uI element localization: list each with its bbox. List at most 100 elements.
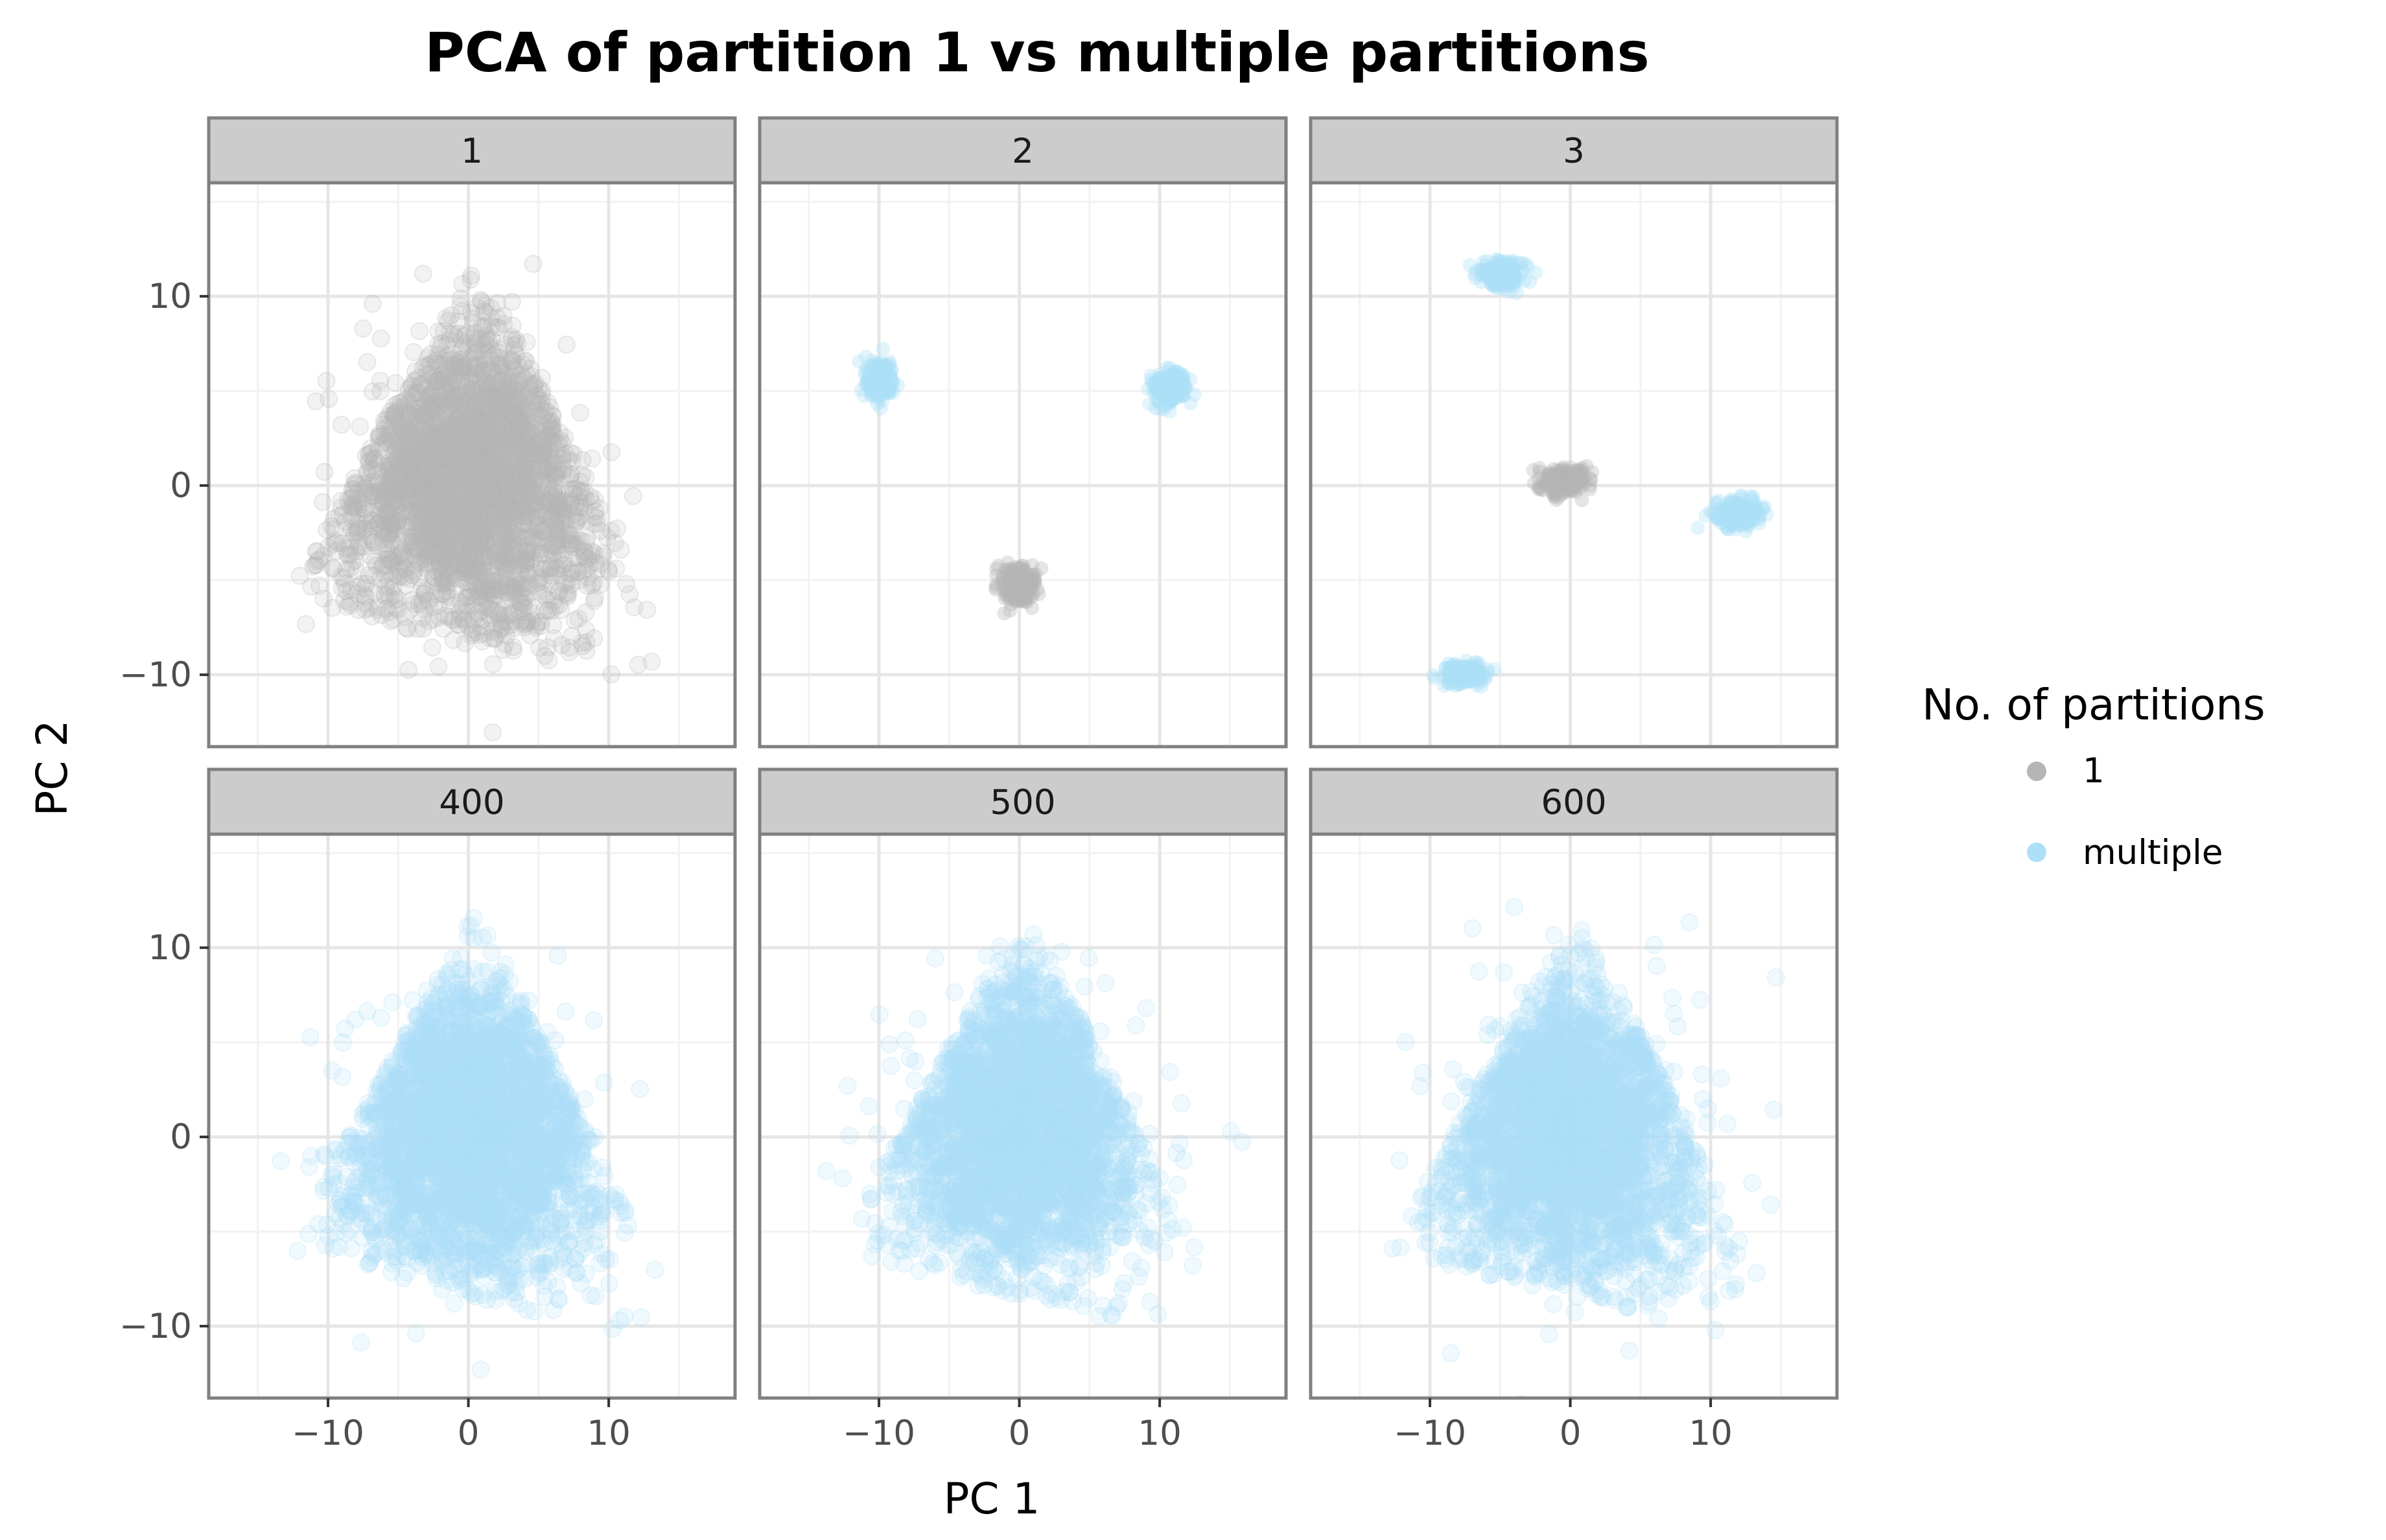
data-point xyxy=(421,498,440,517)
data-point xyxy=(440,436,459,455)
data-point xyxy=(542,419,561,438)
data-point xyxy=(328,533,347,552)
data-point xyxy=(523,469,542,487)
data-point xyxy=(468,570,487,589)
data-point xyxy=(357,588,375,607)
data-point xyxy=(435,557,454,576)
data-point xyxy=(420,421,439,439)
data-point xyxy=(537,465,556,484)
data-point xyxy=(439,531,458,550)
data-point xyxy=(493,389,512,408)
data-point xyxy=(369,501,388,520)
data-point xyxy=(345,475,364,494)
data-point xyxy=(552,513,570,531)
data-point xyxy=(519,443,538,461)
data-point xyxy=(425,461,444,480)
data-point xyxy=(373,529,392,548)
data-point xyxy=(502,578,521,597)
data-point xyxy=(507,458,526,477)
data-point xyxy=(459,513,478,532)
data-point xyxy=(390,442,409,461)
data-point xyxy=(474,505,493,524)
data-point xyxy=(465,471,484,489)
data-point xyxy=(425,598,443,616)
data-point xyxy=(460,438,478,456)
data-point xyxy=(429,479,448,498)
data-point xyxy=(454,555,473,574)
data-point xyxy=(453,275,472,294)
data-point xyxy=(371,570,390,589)
data-point xyxy=(423,516,441,535)
data-point xyxy=(532,455,551,474)
data-point xyxy=(432,508,450,526)
data-point xyxy=(332,415,351,434)
data-point xyxy=(385,406,404,425)
data-point xyxy=(594,547,613,566)
data-point xyxy=(544,481,563,500)
data-point xyxy=(577,621,596,640)
data-point xyxy=(424,568,443,587)
data-point xyxy=(419,512,438,531)
data-point xyxy=(498,576,517,594)
data-point xyxy=(370,427,389,446)
data-point xyxy=(433,503,452,522)
data-point xyxy=(498,467,517,485)
data-point xyxy=(419,357,438,376)
data-point xyxy=(348,484,367,502)
data-point xyxy=(486,542,505,561)
data-point xyxy=(504,476,523,495)
data-point xyxy=(469,517,487,536)
data-point xyxy=(469,497,488,516)
data-point xyxy=(540,566,559,585)
data-point xyxy=(469,410,487,428)
data-point xyxy=(474,434,493,452)
data-point xyxy=(382,467,401,486)
data-point xyxy=(368,473,387,492)
data-point xyxy=(490,432,509,450)
data-point xyxy=(446,452,465,471)
data-point xyxy=(375,557,393,576)
data-point xyxy=(475,463,494,482)
data-point xyxy=(487,571,506,590)
data-point xyxy=(539,651,558,670)
data-point xyxy=(574,493,592,512)
data-point xyxy=(491,453,510,472)
data-point xyxy=(503,316,522,335)
data-point xyxy=(384,405,403,424)
data-point xyxy=(436,424,455,443)
data-point xyxy=(602,665,621,684)
data-point xyxy=(475,371,494,390)
data-point xyxy=(555,551,574,570)
data-point xyxy=(471,447,489,466)
data-point xyxy=(386,373,405,392)
data-point xyxy=(395,455,414,474)
data-point xyxy=(509,556,528,575)
data-point xyxy=(518,526,537,544)
data-point xyxy=(497,496,516,515)
data-point xyxy=(543,544,562,563)
data-point xyxy=(529,582,548,601)
data-point xyxy=(475,490,494,509)
data-point xyxy=(427,546,446,565)
data-point xyxy=(458,549,476,568)
data-point xyxy=(512,485,531,504)
data-point xyxy=(490,356,509,375)
data-point xyxy=(382,513,401,532)
data-point xyxy=(1569,467,1584,482)
data-point xyxy=(497,576,515,594)
data-point xyxy=(431,513,450,532)
data-point xyxy=(494,307,513,325)
data-point xyxy=(397,410,415,429)
data-point xyxy=(513,594,532,613)
data-point xyxy=(515,461,533,480)
data-point xyxy=(516,352,535,371)
data-point xyxy=(463,421,482,440)
data-point xyxy=(467,524,486,543)
data-point xyxy=(473,379,491,398)
data-point xyxy=(543,509,561,528)
data-point xyxy=(468,461,487,480)
data-point xyxy=(451,331,470,349)
data-point xyxy=(512,471,531,490)
data-point xyxy=(497,496,515,515)
data-point xyxy=(378,550,397,568)
